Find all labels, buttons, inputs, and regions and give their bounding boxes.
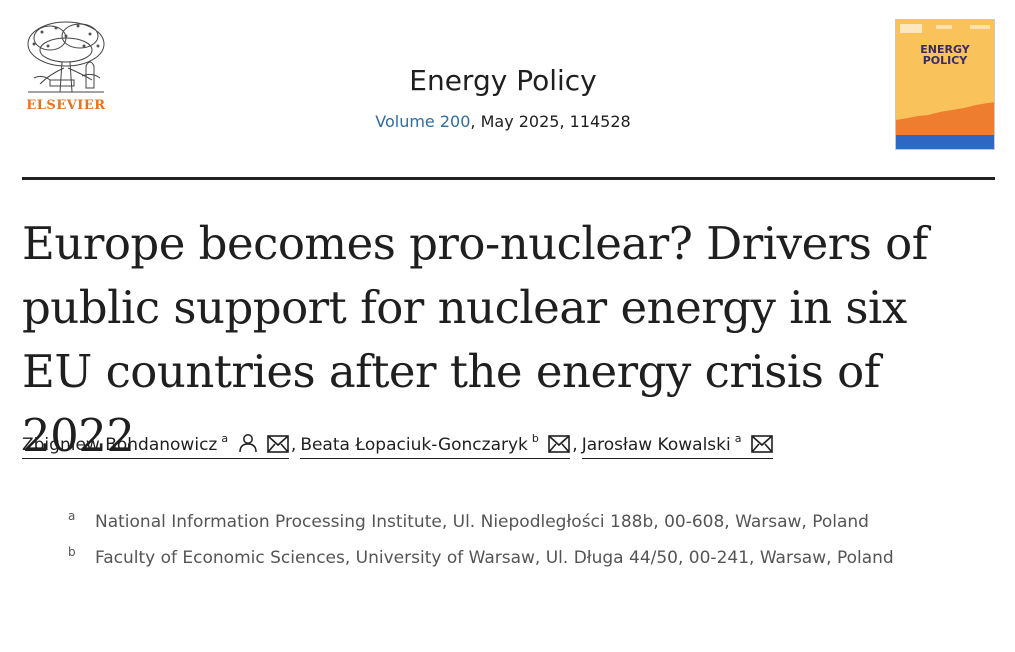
publisher-name: ELSEVIER [26, 98, 106, 113]
envelope-icon [548, 435, 571, 453]
author-affiliation-marker: b [531, 432, 539, 445]
affiliation-label: b [68, 545, 76, 559]
affiliation-item: a National Information Processing Instit… [68, 504, 968, 540]
author-link[interactable]: Jarosław Kowalski a [581, 432, 773, 459]
affiliation-text: National Information Processing Institut… [95, 512, 869, 532]
volume-link[interactable]: Volume 200 [375, 112, 471, 131]
author-link[interactable]: Zbigniew Bohdanowicz a [22, 432, 289, 459]
affiliation-item: b Faculty of Economic Sciences, Universi… [68, 540, 968, 576]
affiliation-list: a National Information Processing Instit… [68, 504, 968, 576]
citation-line: Volume 200, May 2025, 114528 [300, 112, 706, 131]
author-name: Jarosław Kowalski [581, 435, 731, 455]
elsevier-tree-icon [27, 21, 105, 93]
affiliation-text: Faculty of Economic Sciences, University… [95, 548, 894, 568]
affiliation-label: a [68, 509, 76, 523]
author-name: Zbigniew Bohdanowicz [22, 435, 218, 455]
elsevier-logo[interactable]: ELSEVIER [20, 18, 112, 118]
cover-title: ENERGY POLICY [920, 43, 970, 67]
author-separator: , [572, 435, 578, 455]
article-title: Europe becomes pro-nuclear? Drivers of p… [22, 217, 928, 462]
author-affiliation-marker: a [734, 432, 742, 445]
author-affiliation-marker: a [221, 432, 229, 445]
journal-name[interactable]: Energy Policy [409, 64, 597, 97]
envelope-icon [751, 435, 773, 453]
journal-cover-thumbnail[interactable]: ENERGY POLICY [895, 19, 995, 150]
citation-details: , May 2025, 114528 [470, 112, 631, 131]
author-link[interactable]: Beata Łopaciuk-Gonczaryk b [300, 432, 571, 459]
person-icon [238, 434, 257, 453]
envelope-icon [267, 435, 289, 453]
header-divider [22, 177, 995, 180]
author-name: Beata Łopaciuk-Gonczaryk [300, 435, 528, 455]
cover-art [896, 20, 994, 149]
author-separator: , [290, 435, 297, 455]
author-list: Zbigniew Bohdanowicz a , Beata Łopaciuk-G… [22, 432, 982, 459]
